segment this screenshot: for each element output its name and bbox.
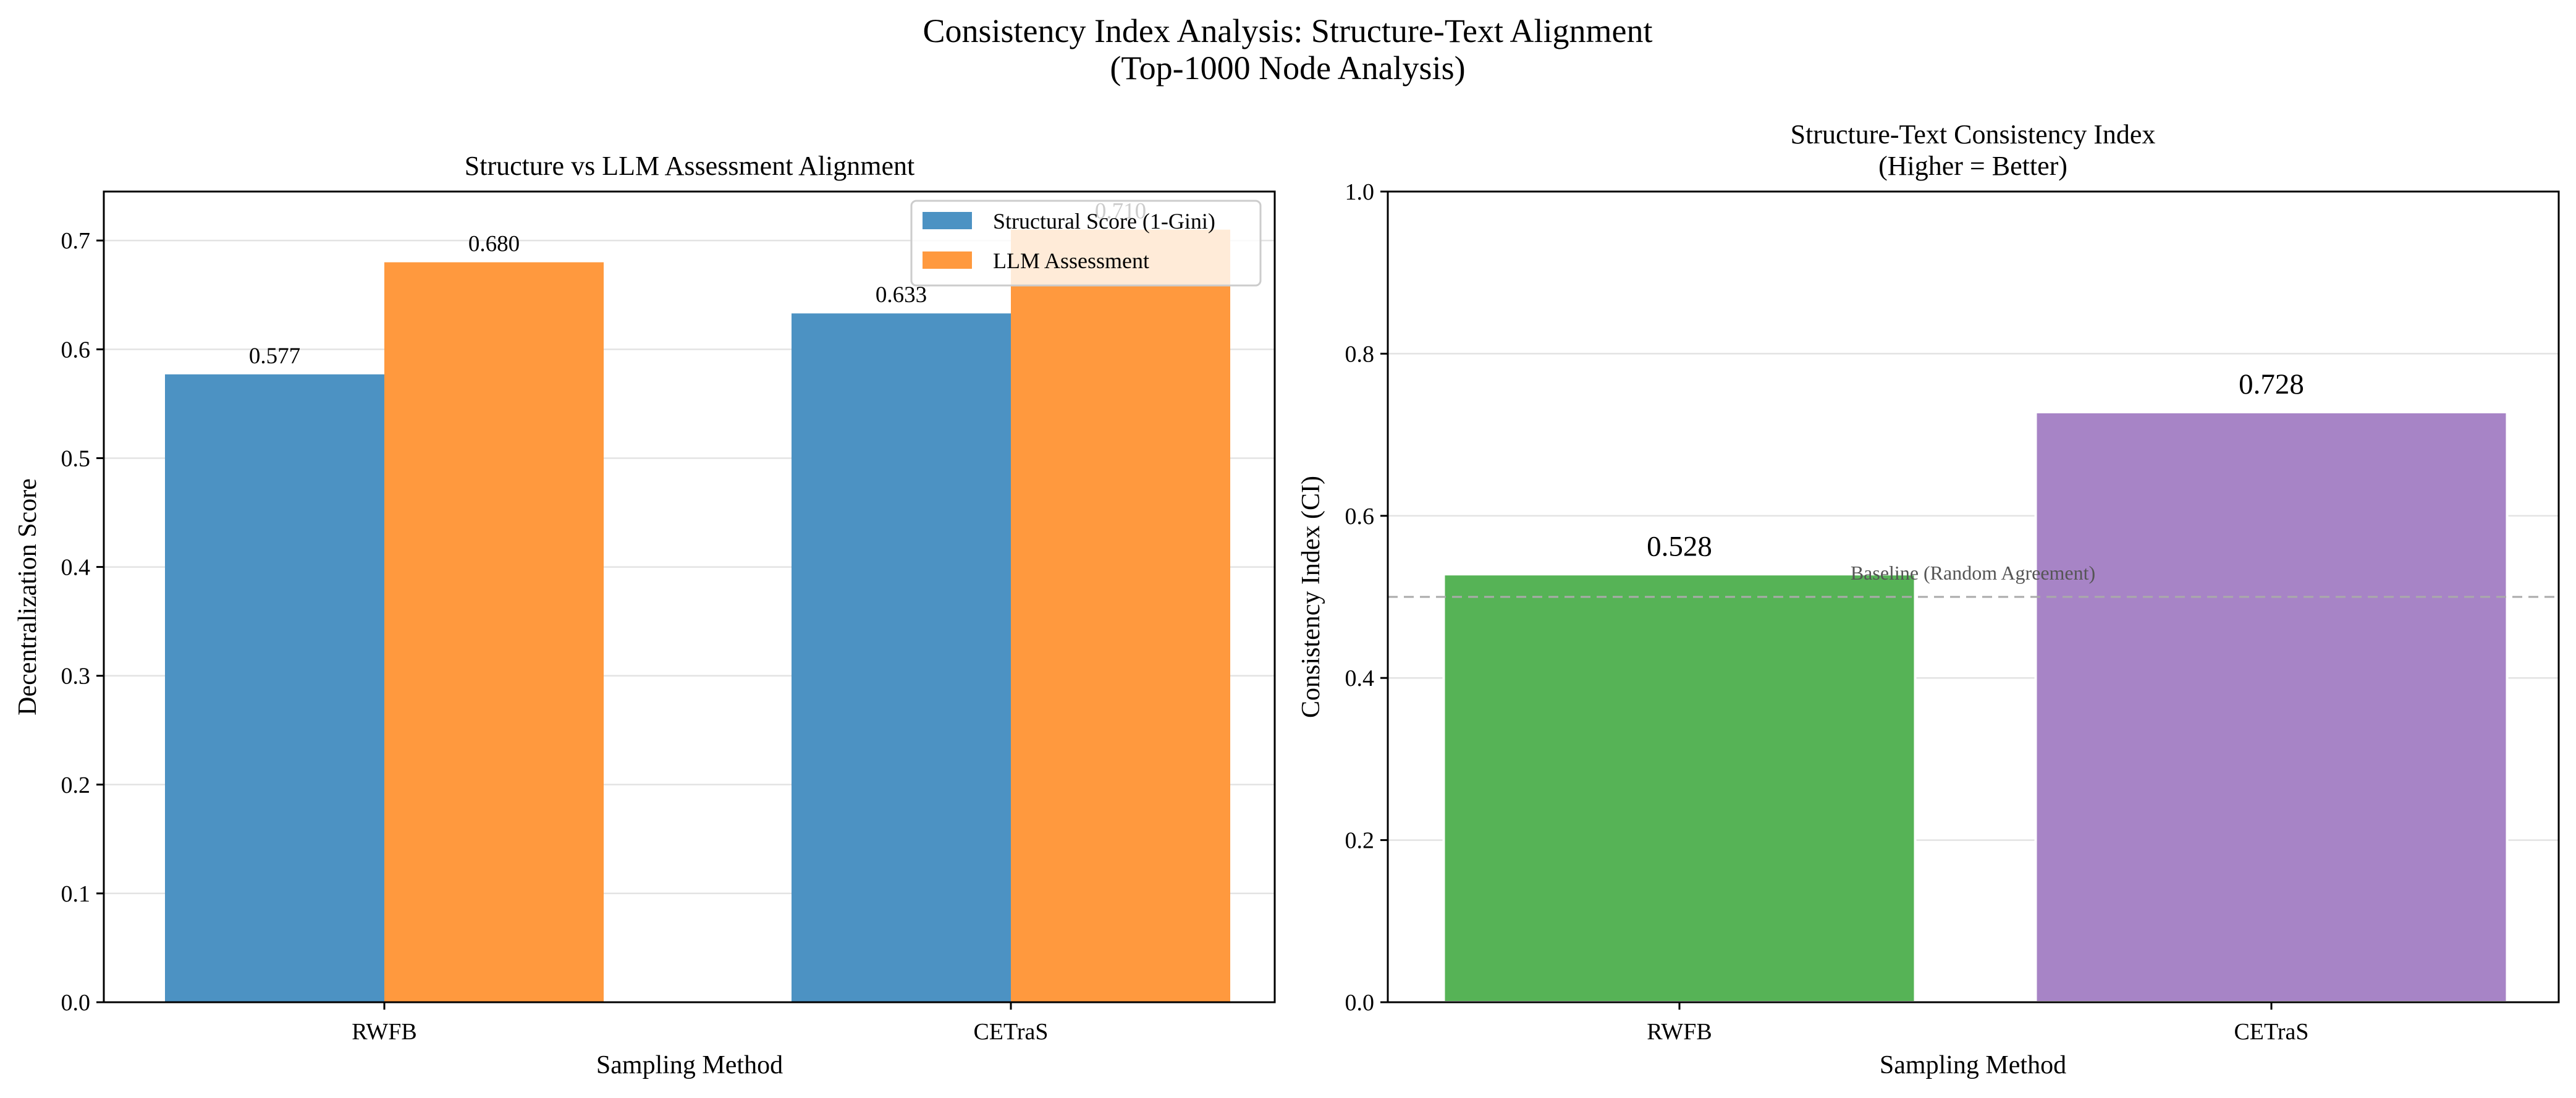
legend-frame [910,200,1262,287]
figure-title: Consistency Index Analysis: Structure-Te… [923,12,1652,49]
bar-value-label: 0.728 [2239,368,2304,400]
right-y-tick-label: 0.6 [1345,504,1375,530]
bar-value-label: 0.577 [249,344,300,369]
left-x-tick-label: RWFB [352,1019,417,1045]
right-y-axis: 0.0 0.2 0.4 0.6 0.8 1.0 [1345,179,1388,1016]
right-y-axis-label: Consistency Index (CI) [1297,476,1325,718]
left-x-axis-label: Sampling Method [596,1051,783,1079]
left-plot-frame [103,190,1276,1003]
bar-structural-cetras [792,313,1011,1003]
right-y-tick-label: 0.2 [1345,828,1375,854]
right-x-axis: RWFB CETraS [1647,1002,2309,1045]
bar-llm-rwfb [384,262,604,1003]
right-y-tick-label: 0.0 [1345,990,1375,1016]
left-y-tick-label: 0.6 [61,337,91,363]
bar-value-label: 0.633 [876,282,927,308]
bar-ci-cetras [2034,410,2509,1003]
right-x-tick-label: RWFB [1647,1019,1712,1045]
legend-label-structural: Structural Score (1-Gini) [993,209,1215,234]
right-bar-labels: 0.528 0.728 [1647,368,2304,562]
left-x-axis: RWFB CETraS [352,1002,1049,1045]
right-bars [1442,410,2509,1003]
bar-value-label: 0.528 [1647,530,1712,562]
left-y-axis-label: Decentralization Score [14,478,42,716]
bar-ci-rwfb [1442,573,1917,1003]
right-x-axis-label: Sampling Method [1880,1051,2066,1079]
right-plot-frame [1387,190,2560,1003]
right-y-tick-label: 0.4 [1345,665,1375,691]
legend-label-llm: LLM Assessment [993,248,1149,273]
legend-swatch-structural [923,212,972,229]
baseline-label: Baseline (Random Agreement) [1851,562,2095,584]
baseline: Baseline (Random Agreement) [1388,562,2559,598]
left-bars [165,229,1230,1003]
right-chart-subtitle: (Higher = Better) [1878,151,2067,181]
left-y-tick-label: 0.3 [61,664,91,690]
right-x-tick-label: CETraS [2234,1019,2308,1045]
figure-subtitle: (Top-1000 Node Analysis) [1110,49,1465,87]
left-chart-title: Structure vs LLM Assessment Alignment [465,151,914,181]
left-y-axis: 0.0 0.1 0.2 0.3 0.4 0.5 0.6 0.7 [61,228,104,1016]
left-y-tick-label: 0.4 [61,555,91,581]
left-y-tick-label: 0.5 [61,446,91,471]
right-y-tick-label: 0.8 [1345,341,1375,367]
left-y-tick-label: 0.7 [61,228,91,254]
right-chart-title: Structure-Text Consistency Index [1791,119,2156,150]
left-x-tick-label: CETraS [973,1019,1048,1045]
bar-llm-cetras [1011,229,1230,1002]
left-y-tick-label: 0.0 [61,990,91,1016]
left-y-tick-label: 0.1 [61,881,91,907]
right-chart: Structure-Text Consistency Index (Higher… [1297,119,2560,1079]
bar-structural-rwfb [165,374,384,1002]
right-y-tick-label: 1.0 [1345,179,1375,205]
left-legend: Structural Score (1-Gini) LLM Assessment [910,200,1262,287]
left-y-tick-label: 0.2 [61,772,91,798]
legend-swatch-llm [923,251,972,269]
left-chart: Structure vs LLM Assessment Alignment 0.… [14,151,1276,1079]
bar-value-label: 0.680 [468,231,520,256]
